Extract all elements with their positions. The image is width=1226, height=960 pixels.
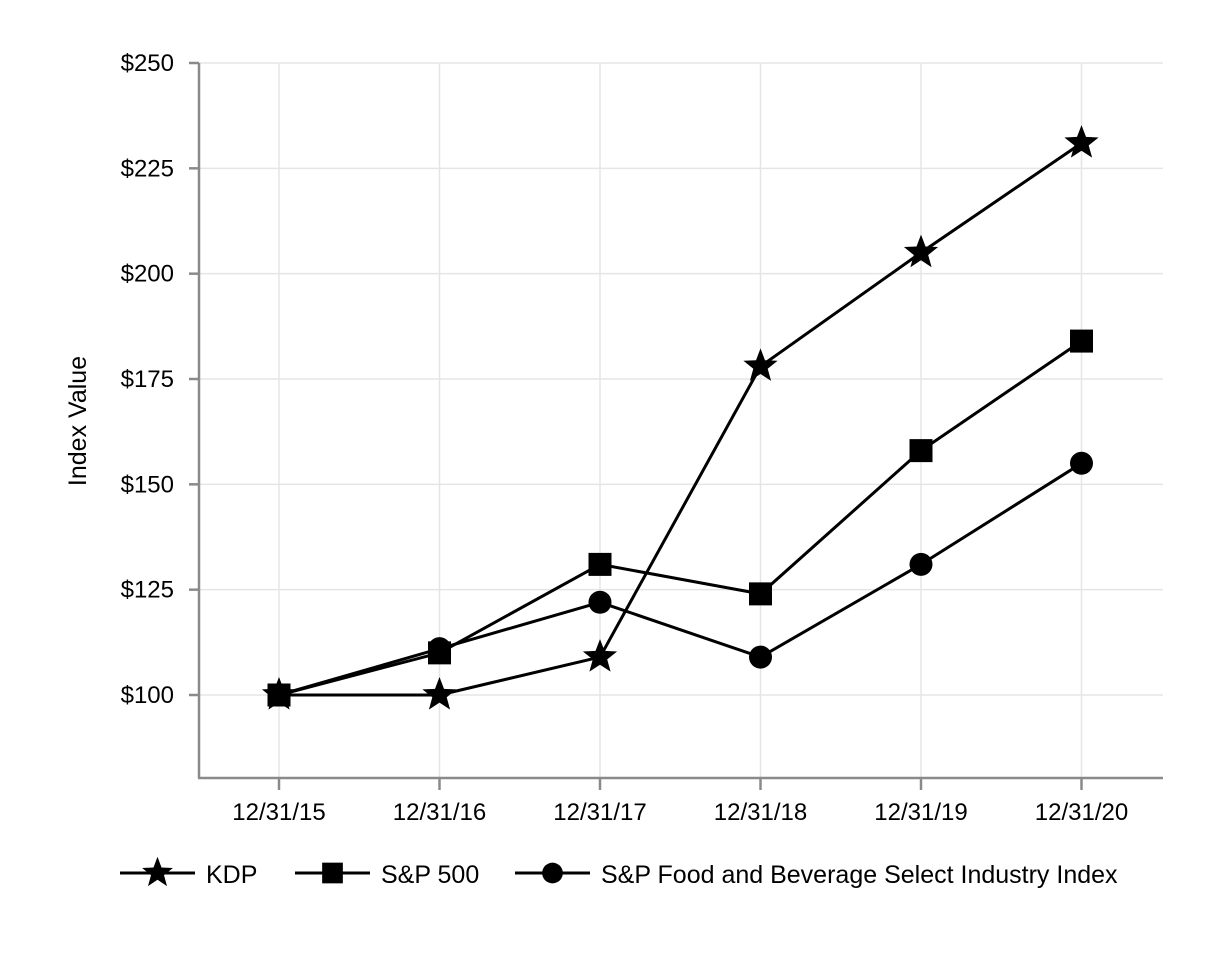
star-marker (142, 856, 173, 887)
circle-marker (749, 645, 772, 669)
y-tick-label: $150 (121, 471, 174, 498)
y-axis-label: Index Value (64, 356, 92, 486)
y-tick-label: $100 (121, 682, 174, 709)
square-marker (322, 862, 343, 884)
y-tick-label: $250 (121, 50, 174, 77)
star-marker (743, 348, 778, 381)
legend-item: S&P 500 (295, 861, 479, 889)
star-marker (582, 639, 618, 672)
series-line (278, 462, 1083, 697)
circle-marker (1070, 451, 1093, 475)
axis-layer: $100 $125 $150 $175 $200 $225 $250 12/31/15 12/3… (121, 50, 1163, 826)
y-tick-label: $200 (121, 261, 174, 288)
legend-item: S&P Food and Beverage Select Industry In… (515, 861, 1118, 889)
grid-layer (199, 62, 1163, 778)
square-marker (428, 641, 451, 665)
square-marker (909, 439, 933, 463)
x-tick-label: 12/31/19 (874, 799, 967, 826)
legend-label: KDP (206, 861, 257, 889)
circle-marker (542, 862, 563, 884)
legend-item: KDP (120, 856, 257, 889)
x-tick-label: 12/31/17 (553, 799, 646, 826)
y-tick-label: $125 (121, 577, 174, 604)
circle-marker (909, 552, 933, 576)
square-marker (1070, 329, 1093, 353)
star-marker (1064, 125, 1099, 158)
x-tick-label: 12/31/16 (393, 799, 486, 826)
x-tick-label: 12/31/20 (1035, 799, 1128, 826)
star-marker (261, 677, 297, 710)
legend-label: S&P Food and Beverage Select Industry In… (601, 861, 1118, 889)
star-marker (903, 234, 939, 268)
x-tick-label: 12/31/15 (232, 799, 325, 826)
square-marker (749, 582, 772, 606)
star-marker (422, 677, 457, 710)
series-line (278, 339, 1083, 697)
y-tick-label: $225 (121, 155, 174, 182)
y-tick-label: $175 (121, 366, 174, 393)
legend-label: S&P 500 (381, 861, 479, 889)
series-line (279, 141, 1083, 697)
legend: KDP S&P 500 S&P Food and Beverage Select I… (120, 856, 1118, 889)
circle-marker (588, 590, 612, 614)
series-layer (261, 125, 1099, 710)
x-tick-label: 12/31/18 (714, 799, 807, 826)
square-marker (588, 552, 612, 576)
